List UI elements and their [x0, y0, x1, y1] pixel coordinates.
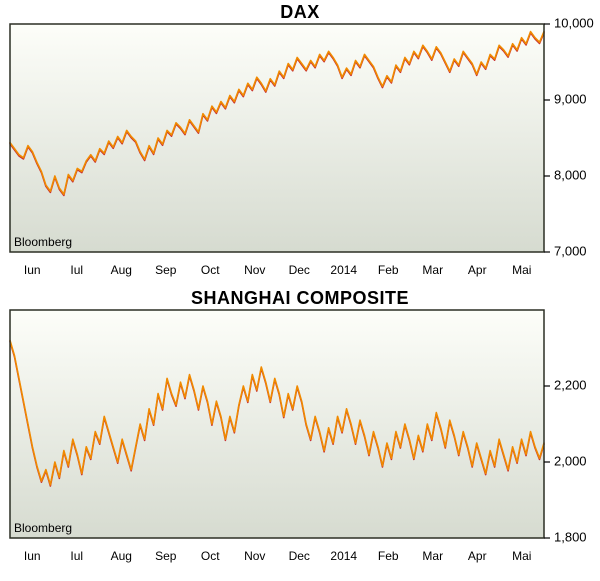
- x-tick-label: Apr: [468, 263, 487, 277]
- x-tick-label: Iun: [24, 549, 41, 563]
- x-tick-label: Feb: [378, 263, 399, 277]
- x-tick-label: 2014: [330, 263, 357, 277]
- x-tick-label: Feb: [378, 549, 399, 563]
- plot-background: [10, 310, 544, 538]
- x-tick-label: Dec: [289, 549, 310, 563]
- x-tick-label: Mai: [512, 263, 531, 277]
- chart-svg: 7,0008,0009,00010,000IunIulAugSepOctNovD…: [0, 0, 600, 286]
- chart-svg: 1,800 2,000 2,200 Iun Iul Aug Sep Oct Nov Dec 2014…: [0, 286, 600, 572]
- y-tick-label: 8,000: [554, 167, 587, 182]
- y-tick-label: 1,800: [554, 529, 587, 544]
- x-tick-label: Dec: [289, 263, 310, 277]
- x-tick-label: Iul: [70, 549, 83, 563]
- x-tick-label: Aug: [111, 263, 132, 277]
- x-tick-label: Mai: [512, 549, 531, 563]
- x-tick-label: Mar: [422, 263, 443, 277]
- x-tick-label: Iul: [70, 263, 83, 277]
- x-tick-label: Nov: [244, 263, 265, 277]
- x-tick-label: Apr: [468, 549, 487, 563]
- x-tick-label: Oct: [201, 263, 220, 277]
- x-tick-label: Nov: [244, 549, 265, 563]
- figure: DAX7,0008,0009,00010,000IunIulAugSepOctN…: [0, 0, 600, 581]
- panel-dax: DAX7,0008,0009,00010,000IunIulAugSepOctN…: [0, 0, 600, 286]
- x-tick-label: 2014: [330, 549, 357, 563]
- panel-shanghai: SHANGHAI COMPOSITE 1,800 2,000 2,200 Iun Iul A…: [0, 286, 600, 572]
- source-label: Bloomberg: [14, 235, 72, 249]
- y-tick-label: 9,000: [554, 91, 587, 106]
- x-tick-label: Oct: [201, 549, 220, 563]
- x-tick-label: Iun: [24, 263, 41, 277]
- x-tick-label: Sep: [155, 549, 177, 563]
- source-label: Bloomberg: [14, 521, 72, 535]
- chart-title: SHANGHAI COMPOSITE: [0, 286, 600, 310]
- chart-title: DAX: [0, 0, 600, 24]
- x-tick-label: Sep: [155, 263, 177, 277]
- plot-background: [10, 24, 544, 252]
- y-tick-label: 2,200: [554, 377, 587, 392]
- y-tick-label: 7,000: [554, 243, 587, 258]
- x-tick-label: Mar: [422, 549, 443, 563]
- y-tick-label: 2,000: [554, 453, 587, 468]
- x-tick-label: Aug: [111, 549, 132, 563]
